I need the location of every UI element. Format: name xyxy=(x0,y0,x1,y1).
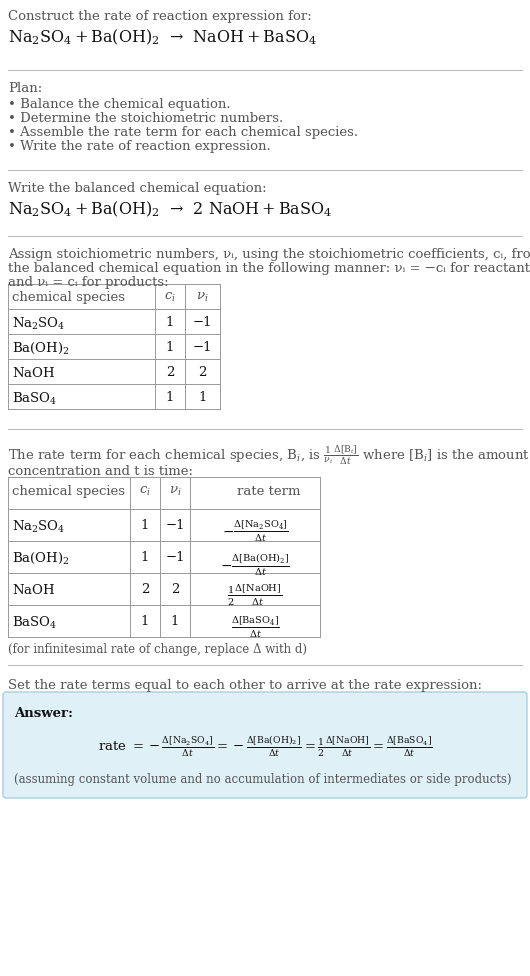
Text: 1: 1 xyxy=(141,551,149,564)
Text: $\mathregular{Na_2SO_4 + Ba(OH)_2}$  →  $\mathregular{2 \ NaOH + BaSO_4}$: $\mathregular{Na_2SO_4 + Ba(OH)_2}$ → $\… xyxy=(8,200,332,220)
Text: $\mathrm{Na_2SO_4}$: $\mathrm{Na_2SO_4}$ xyxy=(12,316,65,332)
Text: −1: −1 xyxy=(165,519,185,532)
Text: $\mathrm{Ba(OH)_2}$: $\mathrm{Ba(OH)_2}$ xyxy=(12,341,69,356)
Text: Plan:: Plan: xyxy=(8,82,42,95)
Text: $\mathrm{Ba(OH)_2}$: $\mathrm{Ba(OH)_2}$ xyxy=(12,551,69,566)
Text: 1: 1 xyxy=(166,391,174,404)
Text: 2: 2 xyxy=(171,583,179,596)
Text: The rate term for each chemical species, B$_i$, is $\frac{1}{\nu_i}\frac{\Delta[: The rate term for each chemical species,… xyxy=(8,443,530,467)
Text: rate term: rate term xyxy=(237,485,301,498)
Text: • Write the rate of reaction expression.: • Write the rate of reaction expression. xyxy=(8,140,271,153)
Text: 1: 1 xyxy=(171,615,179,628)
Text: $\mathrm{Na_2SO_4}$: $\mathrm{Na_2SO_4}$ xyxy=(12,519,65,535)
Text: (assuming constant volume and no accumulation of intermediates or side products): (assuming constant volume and no accumul… xyxy=(14,773,511,786)
Text: $\mathrm{BaSO_4}$: $\mathrm{BaSO_4}$ xyxy=(12,391,57,407)
Text: $c_i$: $c_i$ xyxy=(164,291,176,305)
Text: $-\frac{\Delta[\mathrm{Na_2SO_4}]}{\Delta t}$: $-\frac{\Delta[\mathrm{Na_2SO_4}]}{\Delt… xyxy=(222,519,288,545)
Text: 2: 2 xyxy=(166,366,174,379)
Text: • Assemble the rate term for each chemical species.: • Assemble the rate term for each chemic… xyxy=(8,126,358,139)
Text: concentration and t is time:: concentration and t is time: xyxy=(8,465,193,478)
Text: 1: 1 xyxy=(141,615,149,628)
FancyBboxPatch shape xyxy=(3,692,527,798)
Text: 1: 1 xyxy=(141,519,149,532)
Text: and νᵢ = cᵢ for products:: and νᵢ = cᵢ for products: xyxy=(8,276,169,289)
Text: (for infinitesimal rate of change, replace Δ with d): (for infinitesimal rate of change, repla… xyxy=(8,643,307,656)
Text: 1: 1 xyxy=(166,316,174,329)
Text: Construct the rate of reaction expression for:: Construct the rate of reaction expressio… xyxy=(8,10,312,23)
Text: $\mathregular{Na_2SO_4 + Ba(OH)_2}$  →  $\mathregular{NaOH + BaSO_4}$: $\mathregular{Na_2SO_4 + Ba(OH)_2}$ → $\… xyxy=(8,28,317,48)
Text: • Balance the chemical equation.: • Balance the chemical equation. xyxy=(8,98,231,111)
Text: chemical species: chemical species xyxy=(12,485,125,498)
Text: 2: 2 xyxy=(198,366,207,379)
Text: $\nu_i$: $\nu_i$ xyxy=(169,485,181,498)
Text: −1: −1 xyxy=(165,551,185,564)
Text: $c_i$: $c_i$ xyxy=(139,485,151,498)
Text: Assign stoichiometric numbers, νᵢ, using the stoichiometric coefficients, cᵢ, fr: Assign stoichiometric numbers, νᵢ, using… xyxy=(8,248,530,261)
Text: Write the balanced chemical equation:: Write the balanced chemical equation: xyxy=(8,182,267,195)
Text: Answer:: Answer: xyxy=(14,707,73,720)
Text: 1: 1 xyxy=(166,341,174,354)
Text: $\frac{1}{2}\frac{\Delta[\mathrm{NaOH}]}{\Delta t}$: $\frac{1}{2}\frac{\Delta[\mathrm{NaOH}]}… xyxy=(227,583,282,608)
Text: • Determine the stoichiometric numbers.: • Determine the stoichiometric numbers. xyxy=(8,112,283,125)
Text: rate $= -\frac{\Delta[\mathrm{Na_2SO_4}]}{\Delta t} = -\frac{\Delta[\mathrm{Ba(O: rate $= -\frac{\Delta[\mathrm{Na_2SO_4}]… xyxy=(98,735,432,759)
Text: $\mathrm{NaOH}$: $\mathrm{NaOH}$ xyxy=(12,366,55,380)
Text: $-\frac{\Delta[\mathrm{Ba(OH)_2}]}{\Delta t}$: $-\frac{\Delta[\mathrm{Ba(OH)_2}]}{\Delt… xyxy=(220,551,290,578)
Text: chemical species: chemical species xyxy=(12,291,125,304)
Text: −1: −1 xyxy=(193,316,212,329)
Text: 2: 2 xyxy=(141,583,149,596)
Text: $\frac{\Delta[\mathrm{BaSO_4}]}{\Delta t}$: $\frac{\Delta[\mathrm{BaSO_4}]}{\Delta t… xyxy=(231,615,279,640)
Text: the balanced chemical equation in the following manner: νᵢ = −cᵢ for reactants: the balanced chemical equation in the fo… xyxy=(8,262,530,275)
Text: 1: 1 xyxy=(198,391,207,404)
Text: Set the rate terms equal to each other to arrive at the rate expression:: Set the rate terms equal to each other t… xyxy=(8,679,482,692)
Text: $\mathrm{NaOH}$: $\mathrm{NaOH}$ xyxy=(12,583,55,597)
Text: $\nu_i$: $\nu_i$ xyxy=(196,291,209,305)
Text: −1: −1 xyxy=(193,341,212,354)
Text: $\mathrm{BaSO_4}$: $\mathrm{BaSO_4}$ xyxy=(12,615,57,631)
